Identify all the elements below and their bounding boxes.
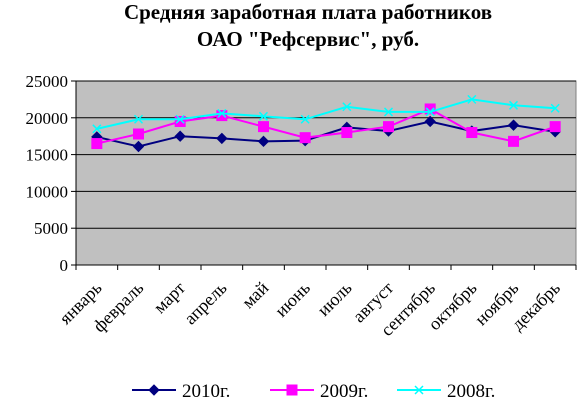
data-point (383, 121, 394, 133)
gridlines (76, 80, 576, 229)
data-point (133, 128, 144, 140)
data-point (258, 111, 269, 121)
x-tick-label: апрель (180, 278, 231, 329)
data-point (133, 114, 144, 124)
legend-item: 2010г. (132, 381, 230, 402)
data-point (342, 102, 352, 112)
data-point (508, 100, 519, 110)
legend: 2010г. 2009г. 2008г. (132, 381, 495, 402)
series-1 (91, 103, 561, 150)
data-point (258, 121, 269, 133)
data-point (466, 127, 478, 139)
data-point (383, 107, 394, 117)
y-tick-label: 25000 (26, 72, 69, 91)
data-point (550, 103, 560, 113)
legend-item: 2008г. (397, 381, 495, 402)
y-tick-label: 0 (60, 256, 69, 275)
data-point (300, 114, 310, 124)
legend-item: 2009г. (270, 381, 368, 402)
chart-title-line2: ОАО "Рефсервис", руб. (197, 27, 419, 51)
data-point (424, 103, 436, 115)
legend-label: 2010г. (182, 381, 230, 402)
legend-label: 2009г. (320, 381, 368, 402)
data-point (425, 107, 435, 117)
data-point (175, 114, 185, 124)
data-point (91, 138, 103, 150)
x-tick-label: июнь (271, 278, 314, 321)
data-point (92, 124, 102, 134)
legend-swatch-marker (414, 385, 424, 395)
data-point (467, 94, 477, 104)
series-line (96, 120, 556, 148)
data-point (216, 110, 228, 122)
y-tick-label: 15000 (26, 146, 69, 165)
y-tick-labels: 0 5000 10000 15000 20000 25000 (26, 72, 69, 275)
data-point (216, 132, 228, 145)
series-line (96, 98, 556, 130)
legend-swatch-marker (286, 384, 298, 396)
data-point (341, 127, 353, 139)
series-2 (92, 94, 560, 134)
plot-area (75, 80, 577, 266)
x-tick-label: май (238, 277, 273, 312)
data-point (217, 108, 227, 118)
data-point (257, 135, 270, 148)
series-line (96, 107, 556, 145)
data-point (508, 135, 519, 147)
y-tick-label: 20000 (26, 109, 69, 128)
legend-swatch-marker (148, 384, 160, 396)
data-point (174, 130, 186, 142)
data-point (424, 115, 436, 128)
data-point (132, 140, 145, 153)
y-tick-label: 10000 (26, 182, 69, 201)
y-tick-label: 5000 (34, 219, 68, 238)
data-point (299, 132, 311, 144)
chart-title-line1: Средняя заработная плата работников (124, 0, 492, 24)
data-point (174, 115, 186, 127)
legend-label: 2008г. (447, 381, 495, 402)
series-group (91, 94, 561, 153)
data-point (507, 119, 520, 131)
axes (71, 80, 577, 270)
data-point (549, 121, 561, 133)
